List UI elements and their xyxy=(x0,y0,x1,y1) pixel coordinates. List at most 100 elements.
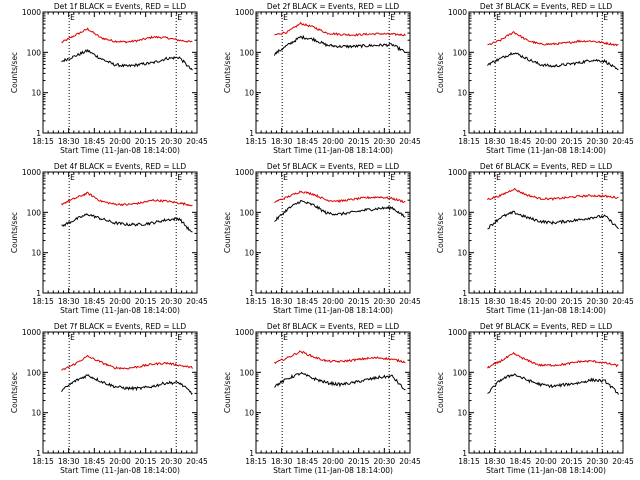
x-tick-label: 18:30 xyxy=(484,297,506,306)
x-tick-label: 18:15 xyxy=(32,457,54,466)
x-tick-label: 20:00 xyxy=(535,457,557,466)
lld-rate-line xyxy=(61,191,193,207)
panel-title: Det 2f BLACK = Events, RED = LLD xyxy=(267,2,400,11)
x-axis-label: Start Time (11-Jan-08 18:14:00) xyxy=(273,306,393,315)
lld-rate-line xyxy=(487,31,619,47)
x-tick-label: 18:45 xyxy=(84,457,106,466)
x-tick-label: 18:45 xyxy=(84,137,106,146)
y-tick-label: 1 xyxy=(249,449,254,458)
panel-det-5: Det 5f BLACK = Events, RED = LLD Start Ti… xyxy=(223,162,421,315)
x-tick-label: 18:15 xyxy=(245,297,267,306)
x-tick-label: 20:15 xyxy=(561,137,583,146)
x-tick-label: 20:45 xyxy=(612,457,634,466)
x-tick-label: 20:30 xyxy=(374,297,396,306)
x-axis-label: Start Time (11-Jan-08 18:14:00) xyxy=(486,306,606,315)
time-marker-label: E xyxy=(603,333,608,342)
y-tick-label: 1 xyxy=(36,129,41,138)
y-tick-label: 1000 xyxy=(448,168,467,177)
x-tick-label: 20:30 xyxy=(587,297,609,306)
x-tick-label: 20:15 xyxy=(135,137,157,146)
time-marker-label: E xyxy=(496,333,501,342)
x-tick-label: 20:30 xyxy=(587,457,609,466)
x-tick-label: 20:45 xyxy=(399,457,421,466)
x-tick-label: 20:00 xyxy=(322,457,344,466)
y-axis-label: Counts/sec xyxy=(436,372,445,413)
y-tick-label: 1 xyxy=(249,129,254,138)
plot-frame xyxy=(468,331,624,454)
lld-rate-line xyxy=(61,354,193,371)
events-rate-line xyxy=(487,51,619,71)
y-tick-label: 100 xyxy=(27,208,42,217)
y-axis-label: Counts/sec xyxy=(436,52,445,93)
time-marker-label: E xyxy=(283,13,288,22)
panel-det-9: Det 9f BLACK = Events, RED = LLD Start Ti… xyxy=(436,322,634,475)
x-tick-label: 20:15 xyxy=(348,137,370,146)
y-tick-label: 1 xyxy=(462,449,467,458)
x-tick-label: 18:15 xyxy=(32,137,54,146)
y-axis-label: Counts/sec xyxy=(10,372,19,413)
y-tick-label: 1000 xyxy=(235,8,254,17)
time-marker-label: E xyxy=(390,333,395,342)
x-axis-label: Start Time (11-Jan-08 18:14:00) xyxy=(486,146,606,155)
time-marker-label: E xyxy=(70,333,75,342)
x-axis-label: Start Time (11-Jan-08 18:14:00) xyxy=(486,466,606,475)
panel-title: Det 1f BLACK = Events, RED = LLD xyxy=(54,2,187,11)
y-tick-label: 1000 xyxy=(448,8,467,17)
events-rate-line xyxy=(61,48,193,71)
events-rate-line xyxy=(274,34,406,56)
x-tick-label: 20:30 xyxy=(161,457,183,466)
x-tick-label: 18:45 xyxy=(510,137,532,146)
x-tick-label: 20:30 xyxy=(374,137,396,146)
y-tick-label: 100 xyxy=(27,48,42,57)
y-tick-label: 10 xyxy=(244,249,254,258)
plot-frame xyxy=(255,171,411,294)
y-tick-label: 100 xyxy=(453,208,468,217)
panel-title: Det 3f BLACK = Events, RED = LLD xyxy=(480,2,613,11)
x-tick-label: 18:15 xyxy=(245,457,267,466)
y-tick-label: 10 xyxy=(31,249,41,258)
x-tick-label: 20:45 xyxy=(186,457,208,466)
x-tick-label: 20:45 xyxy=(186,137,208,146)
x-tick-label: 20:00 xyxy=(322,297,344,306)
y-tick-label: 1 xyxy=(462,289,467,298)
x-tick-label: 20:00 xyxy=(322,137,344,146)
x-tick-label: 18:30 xyxy=(58,297,80,306)
y-tick-label: 100 xyxy=(27,368,42,377)
events-rate-line xyxy=(274,199,406,222)
plot-frame xyxy=(468,171,624,294)
x-tick-label: 20:15 xyxy=(561,297,583,306)
time-marker-label: E xyxy=(283,333,288,342)
y-tick-label: 1000 xyxy=(448,328,467,337)
x-tick-label: 18:30 xyxy=(271,297,293,306)
plot-frame xyxy=(42,171,198,294)
time-marker-label: E xyxy=(177,173,182,182)
y-axis-label: Counts/sec xyxy=(10,212,19,253)
panel-title: Det 5f BLACK = Events, RED = LLD xyxy=(267,162,400,171)
lld-rate-line xyxy=(274,21,406,37)
plot-frame xyxy=(255,331,411,454)
lld-rate-line xyxy=(274,350,406,365)
plot-frame xyxy=(42,11,198,134)
x-tick-label: 20:15 xyxy=(348,297,370,306)
lld-rate-line xyxy=(61,27,193,44)
time-marker-label: E xyxy=(177,333,182,342)
time-marker-label: E xyxy=(496,13,501,22)
y-tick-label: 1000 xyxy=(22,168,41,177)
panel-det-7: Det 7f BLACK = Events, RED = LLD Start Ti… xyxy=(10,322,208,475)
y-tick-label: 10 xyxy=(31,409,41,418)
x-tick-label: 20:00 xyxy=(535,297,557,306)
x-tick-label: 18:15 xyxy=(458,137,480,146)
x-tick-label: 18:15 xyxy=(245,137,267,146)
time-marker-label: E xyxy=(70,173,75,182)
y-axis-label: Counts/sec xyxy=(10,52,19,93)
x-tick-label: 20:45 xyxy=(612,297,634,306)
x-tick-label: 20:15 xyxy=(135,457,157,466)
y-tick-label: 10 xyxy=(457,249,467,258)
panel-title: Det 6f BLACK = Events, RED = LLD xyxy=(480,162,613,171)
y-tick-label: 100 xyxy=(453,368,468,377)
events-rate-line xyxy=(487,210,619,230)
time-marker-label: E xyxy=(603,13,608,22)
x-tick-label: 18:30 xyxy=(58,457,80,466)
y-tick-label: 1000 xyxy=(22,328,41,337)
y-tick-label: 100 xyxy=(240,208,255,217)
